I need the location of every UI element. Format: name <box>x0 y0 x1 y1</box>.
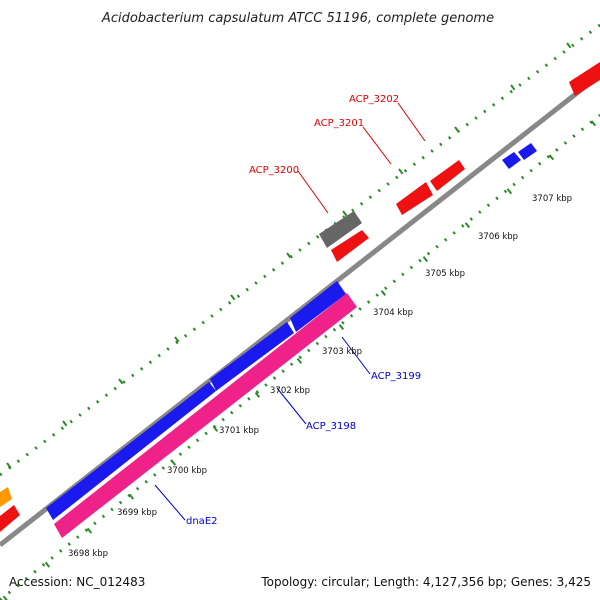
gene-feature-blue-small-1[interactable] <box>502 152 521 169</box>
kbp-tick-labels: 3698 kbp 3699 kbp 3700 kbp 3701 kbp 3702… <box>68 194 572 559</box>
tick-label-3702: 3702 kbp <box>270 386 310 396</box>
gene-feature-red-left-edge[interactable] <box>0 505 20 532</box>
map-title: Acidobacterium capsulatum ATCC 51196, co… <box>101 11 494 26</box>
gene-feature-ACP_3202[interactable] <box>430 160 465 191</box>
forward-strand-features <box>0 62 600 532</box>
tick-label-3701: 3701 kbp <box>219 426 259 436</box>
gene-feature-ACP_3198[interactable] <box>54 293 357 538</box>
tick-label-3704: 3704 kbp <box>373 308 413 318</box>
gene-feature-blue-dnaE2[interactable] <box>46 382 216 520</box>
gene-feature-ACP_3199[interactable] <box>290 281 346 332</box>
gene-labels: ACP_3200 ACP_3201 ACP_3202 ACP_3199 ACP_… <box>186 94 421 527</box>
gene-label-dnaE2[interactable]: dnaE2 <box>186 516 218 527</box>
gene-label-ACP_3202[interactable]: ACP_3202 <box>349 94 399 105</box>
outer-tick-ring <box>0 19 600 477</box>
gene-feature-orange[interactable] <box>0 487 12 507</box>
inner-tick-ring <box>0 113 600 600</box>
gene-feature-ACP_3200[interactable] <box>331 230 369 262</box>
label-leader-lines <box>154 102 426 521</box>
gene-feature-ACP_3200-gray[interactable] <box>319 211 362 248</box>
gene-label-ACP_3201[interactable]: ACP_3201 <box>314 118 364 129</box>
tick-label-3698: 3698 kbp <box>68 549 108 559</box>
tick-label-3700: 3700 kbp <box>167 466 207 476</box>
tick-label-3706: 3706 kbp <box>478 232 518 242</box>
gene-label-ACP_3198[interactable]: ACP_3198 <box>306 421 356 432</box>
genome-stats-text: Topology: circular; Length: 4,127,356 bp… <box>260 575 591 589</box>
gene-label-ACP_3200[interactable]: ACP_3200 <box>249 165 299 176</box>
tick-label-3703: 3703 kbp <box>322 347 362 357</box>
gene-feature-red-right-edge[interactable] <box>569 62 600 96</box>
gene-feature-blue-small-2[interactable] <box>518 143 537 160</box>
gene-feature-blue-long[interactable] <box>210 322 294 391</box>
gene-label-ACP_3199[interactable]: ACP_3199 <box>371 371 421 382</box>
gene-feature-ACP_3201[interactable] <box>396 182 433 215</box>
tick-label-3699: 3699 kbp <box>117 508 157 518</box>
tick-label-3707: 3707 kbp <box>532 194 572 204</box>
accession-text: Accession: NC_012483 <box>9 575 145 589</box>
tick-label-3705: 3705 kbp <box>425 269 465 279</box>
